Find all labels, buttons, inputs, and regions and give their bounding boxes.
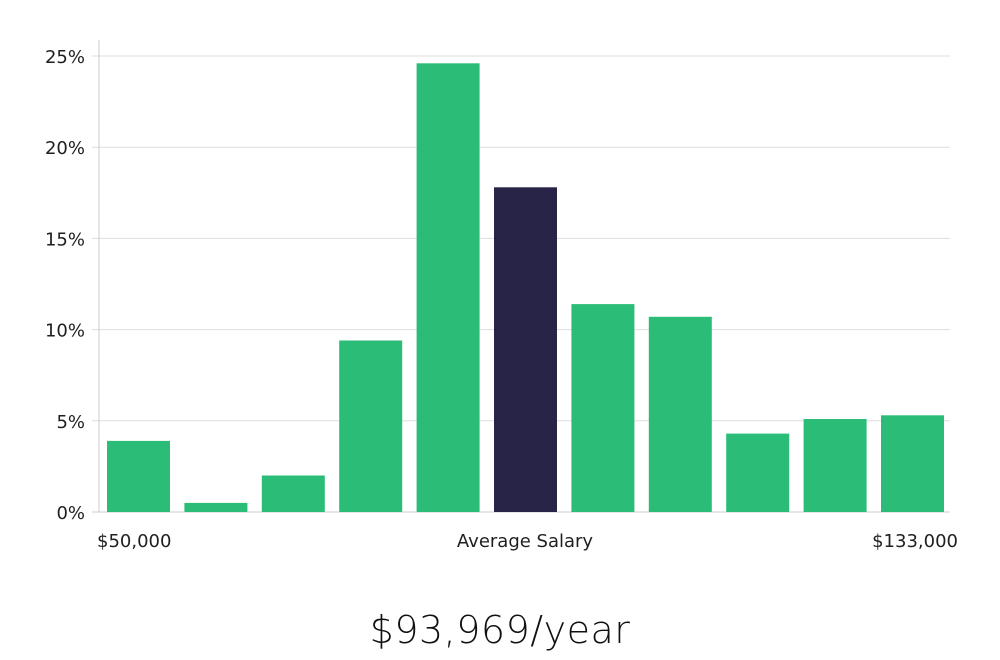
y-tick-label: 20% [45, 138, 85, 159]
bar [803, 419, 867, 512]
bar-highlight [494, 187, 557, 513]
bar [184, 502, 248, 512]
bars [107, 63, 944, 513]
y-tick-label: 15% [45, 229, 85, 250]
bar [881, 415, 944, 512]
chart-svg: 0%5%10%15%20%25% $50,000 Average Salary … [45, 40, 958, 552]
bar [571, 304, 635, 512]
y-tick-label: 25% [45, 47, 85, 68]
bar [648, 316, 712, 512]
x-label-max: $133,000 [872, 531, 958, 552]
bar [726, 433, 790, 512]
y-tick-label: 10% [45, 321, 85, 342]
average-salary-value: $93,969/year [369, 608, 631, 652]
bar [107, 440, 170, 512]
x-label-average: Average Salary [457, 531, 594, 552]
y-tick-label: 5% [56, 412, 85, 433]
x-label-min: $50,000 [97, 531, 171, 552]
salary-histogram: 0% 5% 10% 15% 20% 25% $50,000 Average Salary … [45, 40, 958, 552]
y-tick-label: 0% [56, 503, 85, 524]
bar [339, 340, 403, 512]
y-tick-labels: 0% 5% 10% 15% 20% 25% [45, 47, 85, 524]
bar [416, 63, 480, 513]
bar [261, 475, 325, 512]
